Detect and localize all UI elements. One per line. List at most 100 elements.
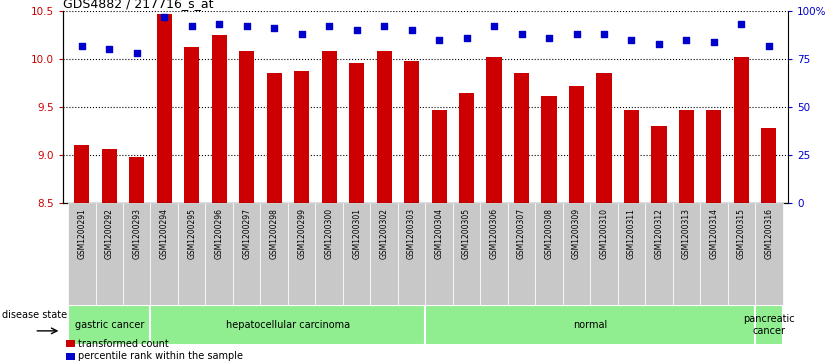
Text: gastric cancer: gastric cancer [74, 320, 144, 330]
Bar [205, 203, 233, 305]
Point [707, 39, 721, 45]
Text: GSM1200316: GSM1200316 [765, 208, 773, 259]
Bar [150, 305, 425, 345]
Bar [727, 203, 755, 305]
Point [432, 37, 445, 43]
Bar [701, 203, 727, 305]
Point [542, 35, 555, 41]
Text: GSM1200315: GSM1200315 [737, 208, 746, 259]
Text: GSM1200298: GSM1200298 [269, 208, 279, 259]
Text: normal: normal [573, 320, 607, 330]
Point [735, 21, 748, 27]
Bar [315, 203, 343, 305]
Bar [679, 110, 694, 203]
Bar [129, 157, 144, 203]
Bar [755, 305, 782, 345]
Text: GSM1200303: GSM1200303 [407, 208, 416, 260]
Text: GSM1200306: GSM1200306 [490, 208, 499, 260]
Text: GSM1200299: GSM1200299 [297, 208, 306, 259]
Bar [706, 110, 721, 203]
Bar [102, 150, 117, 203]
Point [185, 23, 198, 29]
Bar [541, 95, 556, 203]
Text: GSM1200302: GSM1200302 [379, 208, 389, 259]
Text: GSM1200305: GSM1200305 [462, 208, 471, 260]
Bar [563, 203, 590, 305]
Point [323, 23, 336, 29]
Text: GSM1200313: GSM1200313 [682, 208, 691, 259]
Point [515, 31, 528, 37]
Text: hepatocellular carcinoma: hepatocellular carcinoma [226, 320, 350, 330]
Text: GSM1200294: GSM1200294 [160, 208, 168, 259]
Text: GSM1200291: GSM1200291 [78, 208, 86, 259]
Text: GSM1200307: GSM1200307 [517, 208, 526, 260]
Point [295, 31, 309, 37]
Bar [673, 203, 701, 305]
Bar [425, 305, 755, 345]
Point [405, 27, 419, 33]
Text: GSM1200304: GSM1200304 [435, 208, 444, 260]
Point [240, 23, 254, 29]
Text: transformed count: transformed count [78, 339, 169, 349]
Bar [596, 73, 611, 203]
Bar [459, 93, 474, 203]
Bar [431, 110, 447, 203]
Text: GSM1200309: GSM1200309 [572, 208, 581, 260]
Bar [178, 203, 205, 305]
Bar [404, 61, 420, 203]
Point [762, 42, 776, 48]
Bar [260, 203, 288, 305]
Point [680, 37, 693, 43]
Text: GSM1200312: GSM1200312 [655, 208, 664, 259]
Point [652, 41, 666, 46]
Bar [624, 110, 639, 203]
Bar [267, 73, 282, 203]
Bar [343, 203, 370, 305]
Bar [480, 203, 508, 305]
Bar [294, 70, 309, 203]
Point [268, 25, 281, 31]
Bar [157, 14, 172, 203]
Text: GSM1200311: GSM1200311 [627, 208, 636, 259]
Bar [370, 203, 398, 305]
Point [460, 35, 473, 41]
Text: GSM1200314: GSM1200314 [710, 208, 718, 259]
Bar [508, 203, 535, 305]
Bar [96, 203, 123, 305]
Point [350, 27, 364, 33]
Point [158, 14, 171, 20]
Text: GSM1200308: GSM1200308 [545, 208, 554, 259]
Bar [486, 57, 501, 203]
Bar [239, 51, 254, 203]
Bar [425, 203, 453, 305]
Point [213, 21, 226, 27]
Text: GDS4882 / 217716_s_at: GDS4882 / 217716_s_at [63, 0, 213, 10]
Bar [590, 203, 618, 305]
Point [625, 37, 638, 43]
Bar [453, 203, 480, 305]
Bar [377, 51, 392, 203]
Text: GSM1200292: GSM1200292 [105, 208, 113, 259]
Point [597, 31, 610, 37]
Bar [755, 203, 782, 305]
Text: GSM1200301: GSM1200301 [352, 208, 361, 259]
Bar [288, 203, 315, 305]
Bar [150, 203, 178, 305]
Bar [123, 203, 150, 305]
Point [378, 23, 391, 29]
Bar [349, 63, 364, 203]
Bar [734, 57, 749, 203]
Bar [233, 203, 260, 305]
Point [103, 46, 116, 52]
Bar [761, 128, 776, 203]
Bar [66, 340, 74, 347]
Text: pancreatic
cancer: pancreatic cancer [743, 314, 795, 336]
Bar [68, 305, 150, 345]
Bar [184, 48, 199, 203]
Bar [212, 35, 227, 203]
Bar [618, 203, 646, 305]
Bar [651, 126, 666, 203]
Text: GSM1200293: GSM1200293 [133, 208, 141, 259]
Text: disease state: disease state [2, 310, 67, 320]
Bar [646, 203, 673, 305]
